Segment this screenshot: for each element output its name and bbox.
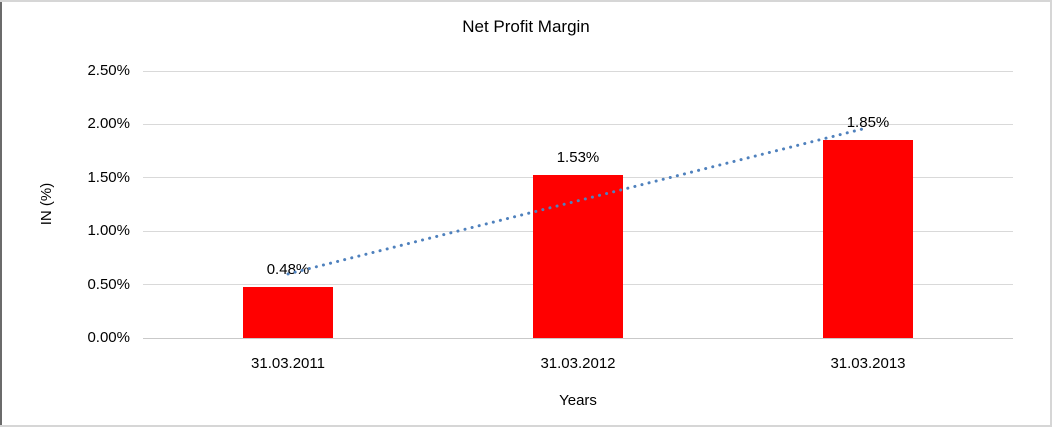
y-tick-label: 0.00%	[87, 329, 130, 346]
y-tick-label: 2.50%	[87, 62, 130, 79]
frame-border-top	[0, 0, 1052, 2]
y-tick-label: 1.50%	[87, 168, 130, 186]
y-tick-label: 1.00%	[87, 222, 130, 240]
y-tick-label: 0.50%	[87, 275, 130, 293]
x-tick-label: 31.03.2011	[251, 355, 325, 372]
x-axis-line	[143, 337, 1013, 339]
data-label: 1.53%	[556, 148, 600, 166]
gridline	[143, 70, 1013, 72]
data-label: 0.48%	[266, 260, 310, 278]
x-axis-title: Years	[559, 392, 597, 409]
frame-border-right	[1050, 0, 1052, 427]
x-tick-label: 31.03.2013	[830, 355, 906, 372]
bar[interactable]	[823, 140, 913, 338]
frame-border-bottom	[0, 425, 1052, 427]
bar[interactable]	[533, 174, 623, 338]
y-tick-label: 2.00%	[87, 115, 130, 133]
chart-title: Net Profit Margin	[462, 17, 590, 36]
data-label: 1.85%	[846, 114, 890, 132]
gridline	[143, 123, 1013, 125]
bar[interactable]	[243, 286, 333, 338]
x-tick-label: 31.03.2012	[540, 355, 616, 372]
frame-border-left	[0, 0, 2, 427]
